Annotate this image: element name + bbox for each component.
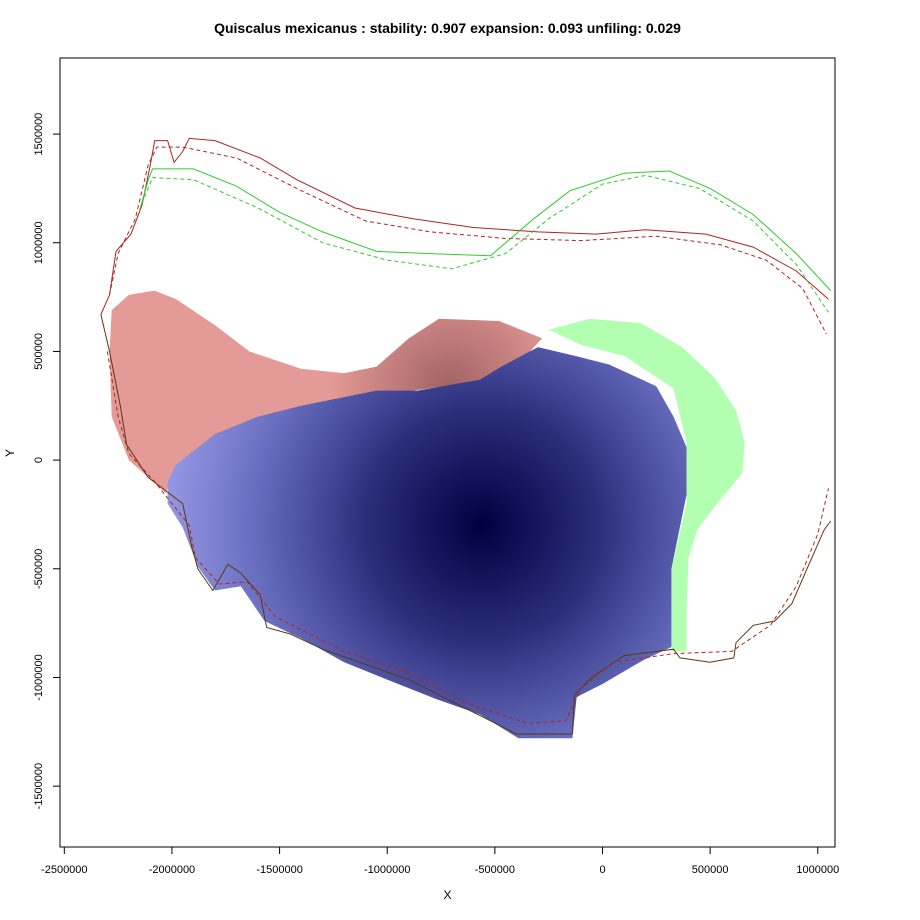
southern-boundary-line [100, 314, 832, 735]
y-axis-label: Y [3, 449, 17, 458]
y-tick-label: 0 [33, 457, 45, 463]
x-tick-label: 0 [599, 864, 605, 876]
stability-region [167, 347, 687, 739]
x-tick-label: -2500000 [41, 864, 88, 876]
chart-title: Quiscalus mexicanus : stability: 0.907 e… [214, 20, 681, 36]
expansion-region [548, 318, 745, 652]
x-tick-label: -500000 [475, 864, 515, 876]
y-tick-label: -1500000 [33, 763, 45, 810]
x-axis-label: X [443, 888, 452, 902]
southern-boundary-dashed [106, 351, 829, 724]
native-envelope-dashed [109, 146, 827, 335]
y-tick-label: -500000 [33, 549, 45, 589]
x-tick-label: -1500000 [256, 864, 303, 876]
invaded-envelope-solid [139, 168, 832, 291]
regions-layer [109, 290, 745, 739]
envelope-layer [100, 137, 832, 735]
y-tick-label: 1500000 [33, 113, 45, 156]
x-axis: -2500000 -2000000 -1500000 -1000000 -500000 0… [41, 846, 839, 876]
x-tick-label: -1000000 [364, 864, 411, 876]
y-axis: 1500000 1000000 500000 0 -500000 -1000000 -150… [33, 113, 61, 810]
x-tick-label: 1000000 [796, 864, 839, 876]
x-tick-label: 500000 [692, 864, 729, 876]
y-tick-label: 1000000 [33, 221, 45, 264]
x-tick-label: -2000000 [149, 864, 196, 876]
y-tick-label: 500000 [33, 333, 45, 370]
native-envelope-solid [100, 137, 829, 315]
invaded-envelope-dashed [141, 174, 829, 313]
y-tick-label: -1000000 [33, 654, 45, 701]
